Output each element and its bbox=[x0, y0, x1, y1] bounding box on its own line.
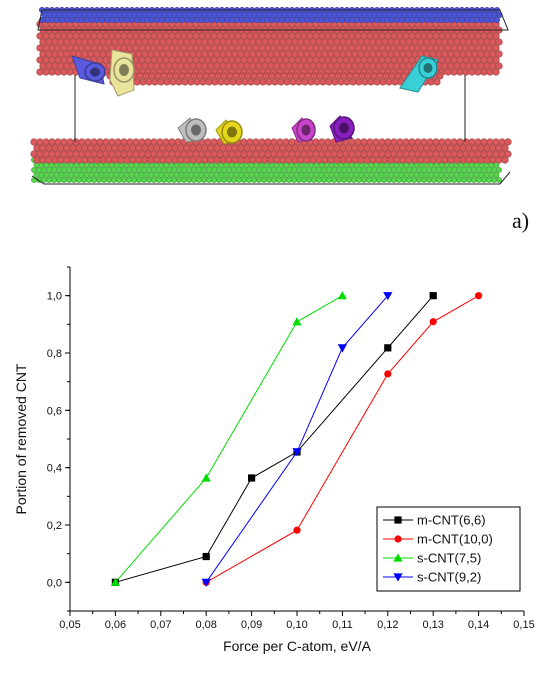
series-m-cnt-10-0- bbox=[202, 292, 483, 586]
data-point bbox=[292, 317, 302, 326]
chart-axes: 0,05 0,06 0,07 0,08 0,09 0,10 0,11 0,12 0,13 0,14… bbox=[47, 266, 535, 631]
series-line bbox=[115, 295, 434, 583]
x-tick-label: 0,08 bbox=[195, 619, 216, 631]
data-point bbox=[393, 573, 403, 582]
cnt-yellow bbox=[215, 119, 243, 145]
lower-substrate-red bbox=[30, 138, 512, 164]
data-point bbox=[394, 516, 402, 524]
data-point bbox=[394, 535, 402, 543]
y-tick-label: 0,4 bbox=[47, 463, 62, 475]
cnt-magenta bbox=[291, 117, 316, 143]
chart-legend: m-CNT(6,6) m-CNT(10,0) s-CNT(7,5) s-CNT(9,2… bbox=[376, 506, 521, 592]
y-tick-label: 1,0 bbox=[47, 291, 62, 303]
data-point bbox=[429, 318, 437, 326]
x-tick-label: 0,07 bbox=[150, 619, 171, 631]
x-tick-label: 0,12 bbox=[377, 619, 398, 631]
legend-item: s-CNT(9,2) bbox=[383, 570, 481, 585]
data-point bbox=[384, 370, 392, 378]
series-line bbox=[205, 295, 389, 583]
nanotube-simulation-scene bbox=[30, 7, 512, 185]
x-tick-label: 0,06 bbox=[105, 619, 126, 631]
legend-label: s-CNT(7,5) bbox=[417, 551, 481, 566]
y-tick-label: 0,6 bbox=[47, 405, 62, 417]
y-tick-label: 0,2 bbox=[47, 520, 62, 532]
x-tick-label: 0,15 bbox=[513, 619, 534, 631]
data-point bbox=[248, 474, 256, 482]
legend-label: m-CNT(10,0) bbox=[417, 532, 493, 547]
x-axis-title: Force per C-atom, eV/A bbox=[223, 638, 371, 654]
cnt-cyan-right bbox=[399, 55, 439, 93]
upper-substrate-fringe bbox=[106, 72, 444, 86]
data-point bbox=[393, 553, 403, 562]
panel-label: a) bbox=[512, 208, 530, 233]
x-tick-label: 0,14 bbox=[468, 619, 489, 631]
data-point bbox=[337, 344, 347, 353]
legend-item: s-CNT(7,5) bbox=[383, 551, 481, 566]
chart-series bbox=[110, 291, 483, 587]
data-point bbox=[383, 292, 393, 301]
top-layer-blue bbox=[38, 7, 503, 23]
series-s-cnt-9-2- bbox=[201, 292, 393, 587]
data-point bbox=[293, 526, 301, 534]
x-tick-label: 0,09 bbox=[241, 619, 262, 631]
data-point bbox=[201, 473, 211, 482]
cnt-blue-left bbox=[71, 55, 106, 85]
data-point bbox=[337, 291, 347, 300]
x-tick-label: 0,11 bbox=[332, 619, 353, 631]
removal-chart: 0,05 0,06 0,07 0,08 0,09 0,10 0,11 0,12 0,13 0,14… bbox=[13, 266, 535, 654]
series-s-cnt-7-5- bbox=[110, 291, 347, 586]
cnt-purple bbox=[329, 115, 355, 143]
cell-bottom-edge bbox=[31, 171, 511, 185]
x-tick-label: 0,13 bbox=[422, 619, 443, 631]
upper-substrate-red bbox=[36, 20, 503, 76]
data-point bbox=[202, 552, 210, 561]
y-tick-label: 0,8 bbox=[47, 348, 62, 360]
data-point bbox=[110, 577, 120, 586]
legend-label: s-CNT(9,2) bbox=[417, 570, 481, 585]
data-point bbox=[292, 448, 302, 457]
data-point bbox=[429, 292, 437, 300]
legend-item: m-CNT(10,0) bbox=[383, 532, 493, 547]
molecular-slab bbox=[30, 7, 512, 185]
x-tick-label: 0,05 bbox=[59, 619, 80, 631]
data-point bbox=[384, 344, 392, 352]
cell-top-edge bbox=[37, 9, 509, 31]
cnt-grey bbox=[177, 117, 207, 143]
cnt-cream-left bbox=[109, 49, 135, 97]
legend-label: m-CNT(6,6) bbox=[417, 513, 486, 528]
y-tick-label: 0,0 bbox=[47, 577, 62, 589]
series-line bbox=[115, 295, 343, 583]
x-tick-label: 0,10 bbox=[286, 619, 307, 631]
y-axis-title: Portion of removed CNT bbox=[13, 363, 29, 514]
data-point bbox=[475, 292, 483, 300]
data-point bbox=[201, 578, 211, 587]
legend-item: m-CNT(6,6) bbox=[383, 513, 486, 528]
